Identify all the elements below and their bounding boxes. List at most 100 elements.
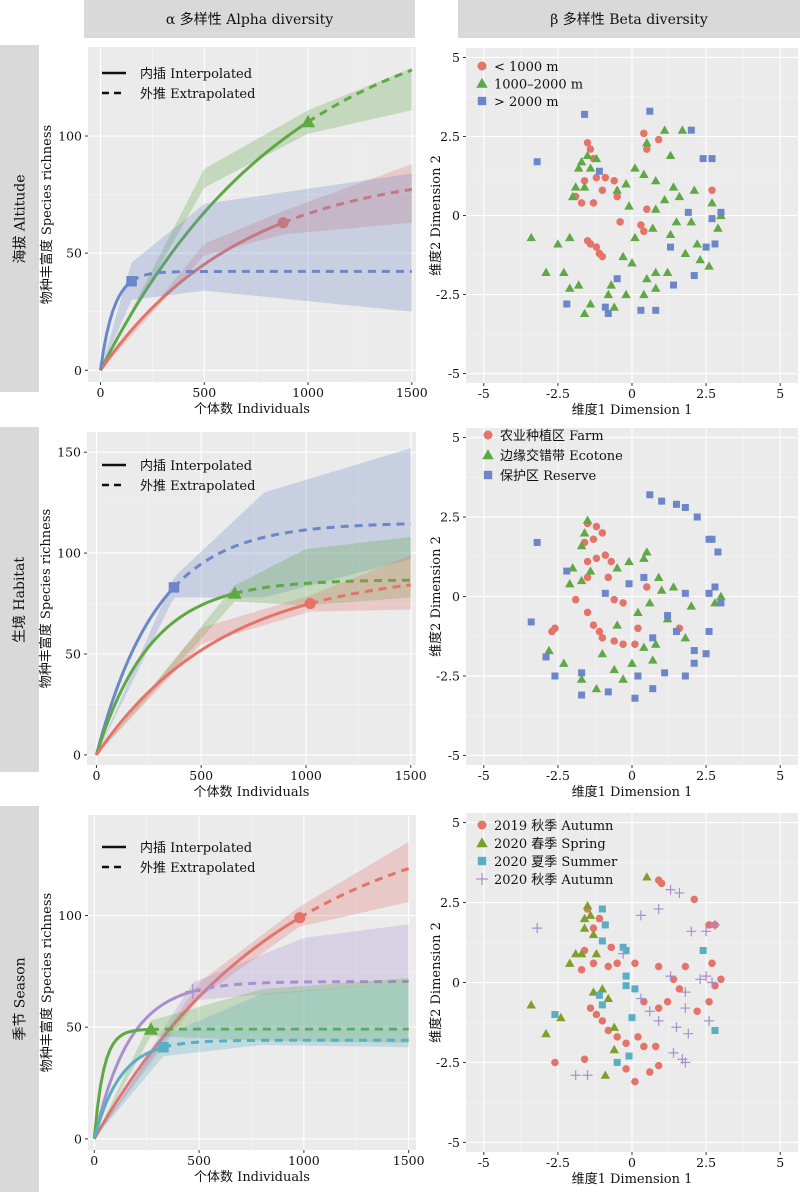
scatter-point xyxy=(573,280,584,289)
scatter-point xyxy=(565,958,575,967)
scatter-point xyxy=(699,155,707,163)
scatter-point xyxy=(633,607,643,616)
scatter-point xyxy=(711,981,719,990)
observed-point xyxy=(158,1042,169,1053)
scatter-point xyxy=(578,691,586,699)
scatter-point xyxy=(668,1047,679,1058)
scatter-point xyxy=(595,991,603,999)
scatter-legend: 农业种植区 Farm 边缘交错带 Ecotone 保护区 Reserve xyxy=(482,429,623,484)
x-tick-label: 1500 xyxy=(396,385,428,400)
scatter-point xyxy=(601,921,609,929)
scatter-point xyxy=(711,240,719,248)
scatter-point xyxy=(687,126,695,134)
scatter-point xyxy=(659,125,670,134)
season-row-header: 季节 Season xyxy=(0,806,39,1192)
scatter-point xyxy=(645,598,655,607)
observed-point xyxy=(227,586,242,599)
scatter-point xyxy=(570,1070,581,1081)
scatter-point xyxy=(604,1026,613,1035)
scatter-point xyxy=(686,601,697,610)
legend-key xyxy=(477,96,487,106)
scatter-point xyxy=(653,1015,664,1026)
scatter-point xyxy=(642,273,652,283)
scatter-point xyxy=(668,582,679,591)
x-axis-title: 维度1 Dimension 1 xyxy=(572,402,693,418)
scatter-point xyxy=(692,239,702,248)
y-tick-label: -2.5 xyxy=(436,1055,460,1070)
scatter-point xyxy=(541,267,551,276)
x-tick-label: 500 xyxy=(189,768,213,783)
legend-key xyxy=(476,873,488,885)
legend-label: 1000–2000 m xyxy=(494,78,583,93)
scatter-point xyxy=(625,1052,633,1060)
scatter-point xyxy=(701,926,712,937)
legend-label: 保护区 Reserve xyxy=(500,469,597,484)
x-tick-label: 2.5 xyxy=(696,386,716,401)
scatter-point xyxy=(634,672,642,680)
scatter-point xyxy=(702,243,710,251)
scatter-point xyxy=(710,919,720,930)
legend-extrapolated-label: 外推 Extrapolated xyxy=(140,479,255,494)
scatter-point xyxy=(589,959,598,968)
scatter-point xyxy=(664,612,672,620)
scatter-point xyxy=(556,1012,566,1022)
scatter-point xyxy=(672,500,680,508)
scatter-point xyxy=(713,223,723,232)
scatter-point xyxy=(648,223,658,232)
y-axis-title: 维度2 Dimension 2 xyxy=(428,536,444,657)
extrapolated-curve xyxy=(282,187,413,225)
scatter-point xyxy=(576,157,587,166)
scatter-point xyxy=(665,229,676,239)
scatter-point xyxy=(693,513,701,521)
x-axis-title: 个体数 Individuals xyxy=(194,402,310,417)
scatter-point xyxy=(708,215,716,223)
plot-panel xyxy=(87,432,416,765)
scatter-point xyxy=(565,579,575,588)
scatter-point xyxy=(601,589,609,597)
scatter-point xyxy=(677,125,688,134)
scatter-point xyxy=(533,538,541,546)
scatter-point xyxy=(644,1006,655,1017)
scatter-point xyxy=(627,258,637,267)
scatter-point xyxy=(607,557,615,566)
rarefaction-series xyxy=(95,555,411,756)
scatter-point xyxy=(606,280,616,289)
x-tick-label: 500 xyxy=(192,385,216,400)
y-tick-label: 50 xyxy=(65,647,81,662)
x-tick-label: 5 xyxy=(776,768,784,783)
legend-label: 农业种植区 Farm xyxy=(500,429,604,444)
scatter-point xyxy=(576,948,587,958)
scatter-point xyxy=(619,640,627,648)
scatter-point xyxy=(705,589,713,597)
scatter-point xyxy=(711,1026,719,1034)
scatter-point xyxy=(639,169,649,178)
scatter-point xyxy=(630,232,640,242)
scatter-point xyxy=(639,289,649,299)
x-tick-label: 0 xyxy=(96,385,104,400)
scatter-point xyxy=(637,306,645,314)
scatter-point xyxy=(579,528,590,537)
scatter-point xyxy=(717,975,725,984)
legend-key xyxy=(477,856,487,866)
scatter-point xyxy=(607,943,615,952)
scatter-point xyxy=(585,163,596,172)
scatter-point xyxy=(635,910,646,921)
scatter-point xyxy=(588,987,599,996)
x-axis-title: 个体数 Individuals xyxy=(194,785,310,800)
scatter-point xyxy=(573,163,584,172)
scatter-point xyxy=(674,887,685,898)
scatter-point xyxy=(631,959,639,968)
scatter-point xyxy=(604,962,613,971)
scatter-point xyxy=(576,540,587,550)
scatter-point xyxy=(624,556,634,566)
scatter-point xyxy=(582,1070,593,1081)
scatter-point xyxy=(579,308,590,318)
y-tick-label: 0 xyxy=(452,208,460,223)
legend-label: > 2000 m xyxy=(494,95,559,110)
scatter-point xyxy=(658,497,666,505)
scatter-point xyxy=(588,929,599,939)
confidence-band xyxy=(100,164,412,371)
curve-legend: 内插 Interpolated 外推 Extrapolated xyxy=(102,66,255,102)
